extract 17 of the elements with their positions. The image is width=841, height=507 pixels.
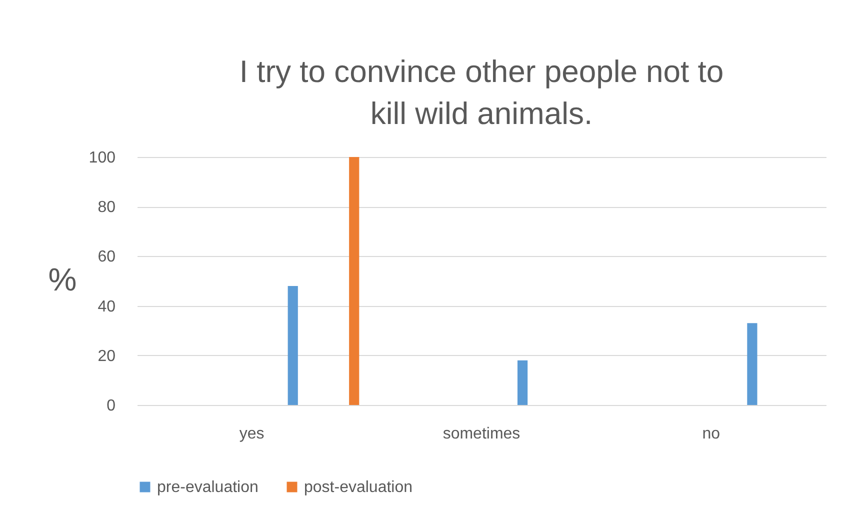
y-tick-label: 40 — [98, 298, 116, 316]
y-tick-label: 20 — [98, 348, 116, 365]
chart-title: I try to convince other people not to kill wild animals. — [239, 54, 724, 131]
y-tick-label: 0 — [106, 398, 116, 414]
x-tick-label: sometimes — [442, 426, 520, 442]
y-axis-title: % — [48, 262, 77, 298]
y-tick-label: 80 — [98, 199, 116, 216]
bar — [288, 286, 298, 405]
legend-label: pre-evaluation — [157, 479, 258, 496]
legend-label: post-evaluation — [304, 479, 413, 496]
x-tick-label: no — [702, 426, 720, 442]
y-tick-label: 100 — [88, 150, 116, 166]
bar — [747, 323, 758, 405]
x-tick-label: yes — [239, 426, 264, 442]
bar — [349, 157, 360, 405]
bar — [517, 360, 528, 405]
y-tick-label: 60 — [98, 248, 116, 266]
